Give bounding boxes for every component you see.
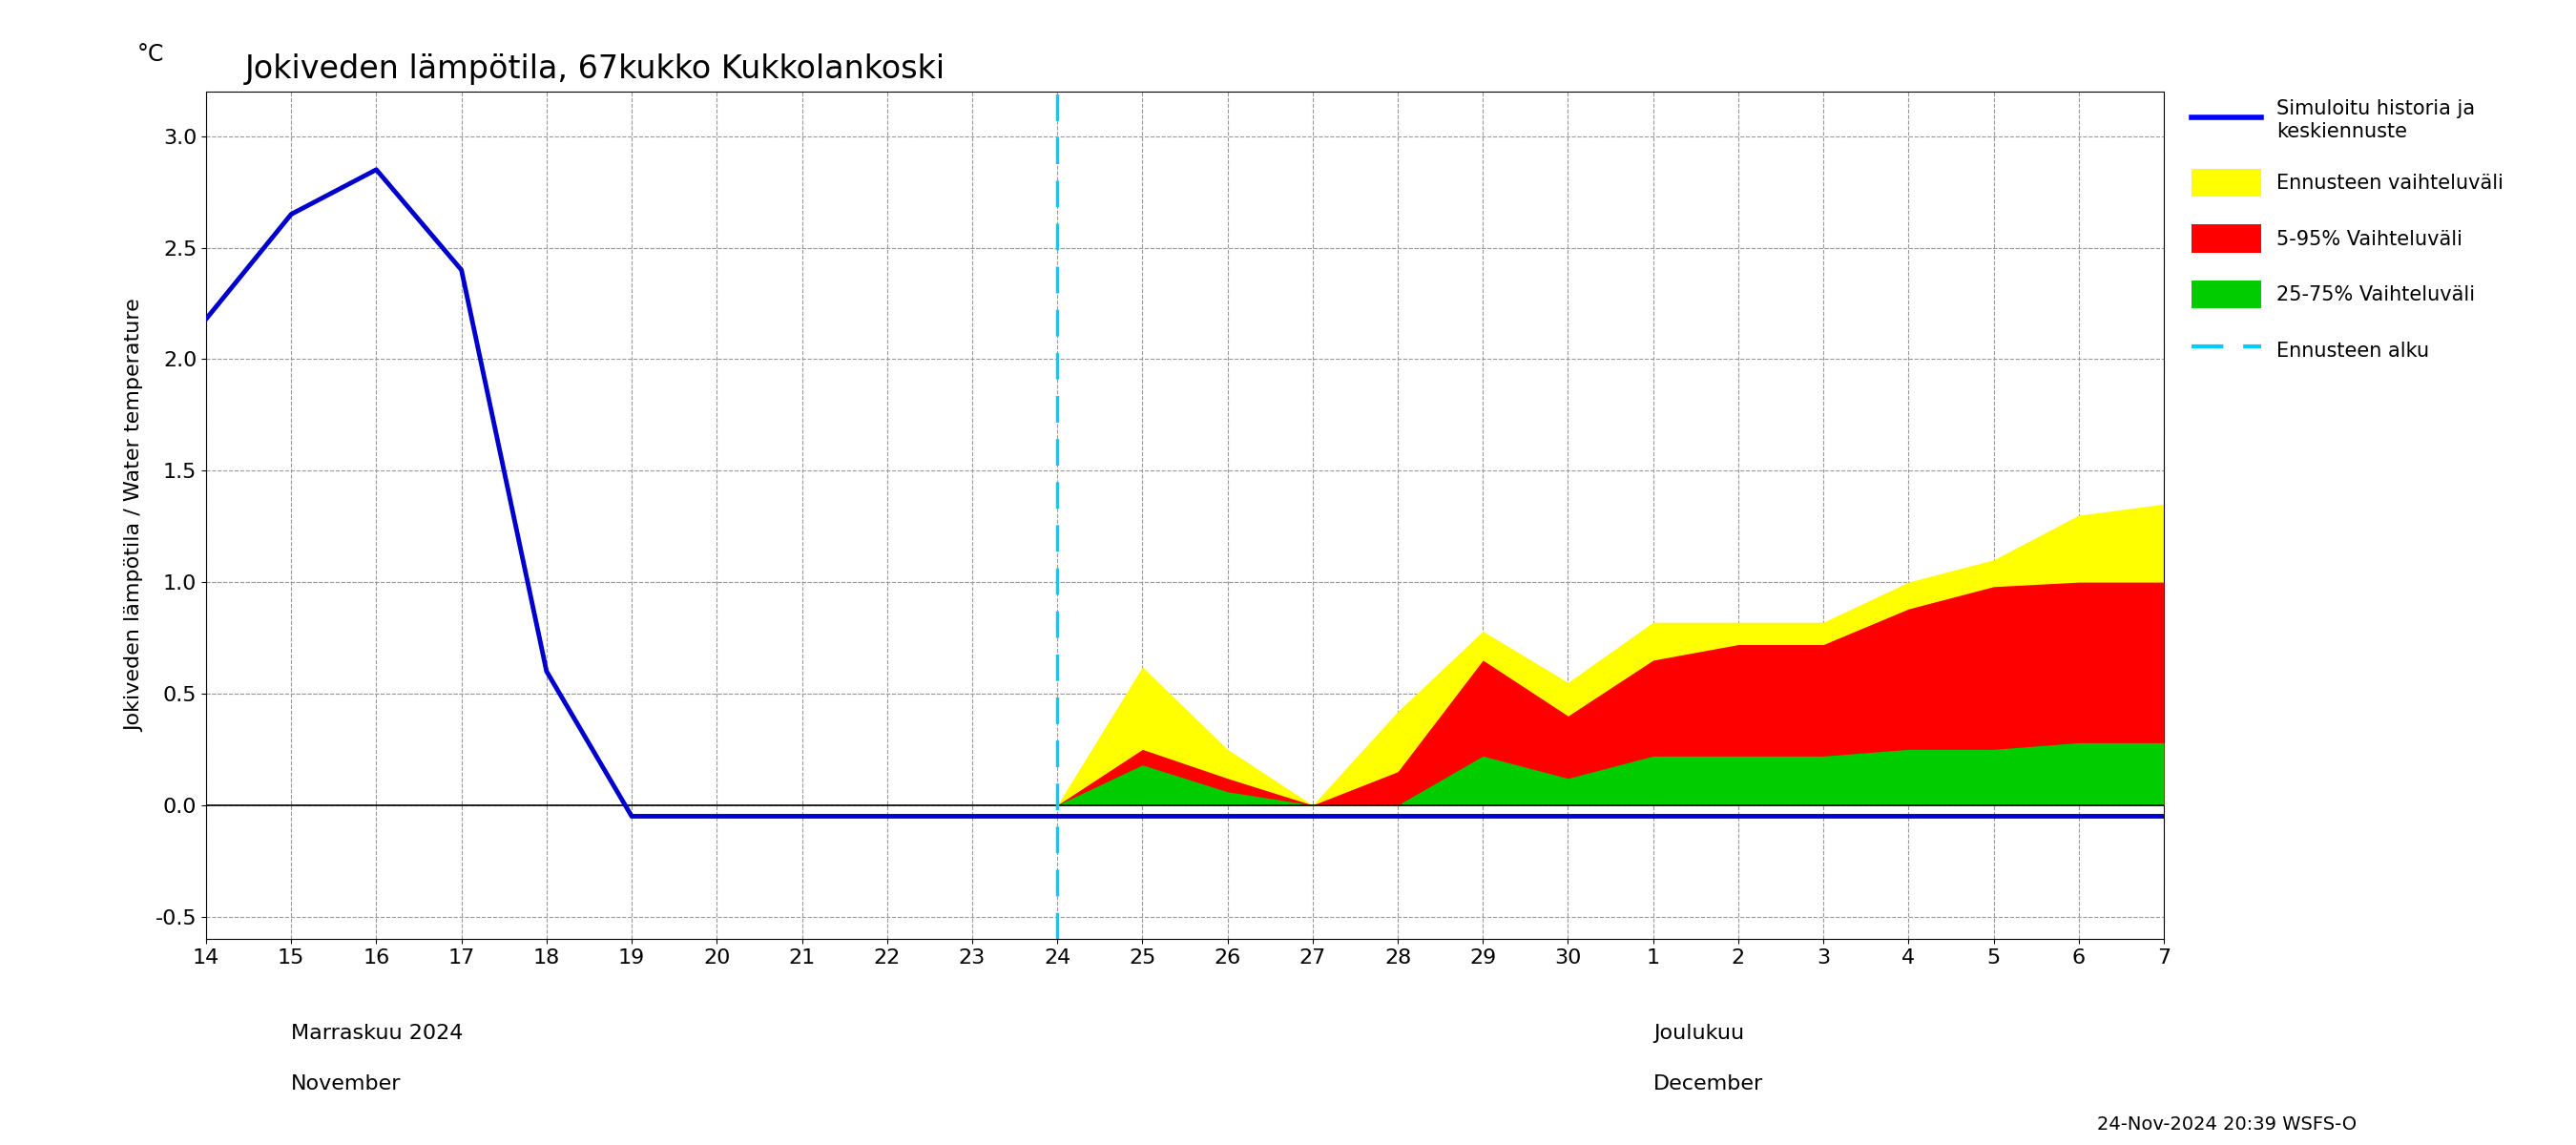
Text: 24-Nov-2024 20:39 WSFS-O: 24-Nov-2024 20:39 WSFS-O xyxy=(2097,1115,2357,1134)
Text: °C: °C xyxy=(137,44,165,66)
Text: November: November xyxy=(291,1074,402,1093)
Y-axis label: Jokiveden lämpötila / Water temperature: Jokiveden lämpötila / Water temperature xyxy=(126,299,144,732)
Text: December: December xyxy=(1654,1074,1762,1093)
Text: Marraskuu 2024: Marraskuu 2024 xyxy=(291,1024,464,1043)
Text: Jokiveden lämpötila, 67kukko Kukkolankoski: Jokiveden lämpötila, 67kukko Kukkolankos… xyxy=(245,54,945,85)
Text: Joulukuu: Joulukuu xyxy=(1654,1024,1744,1043)
Legend: Simuloitu historia ja
keskiennuste, Ennusteen vaihteluväli, 5-95% Vaihteluväli, : Simuloitu historia ja keskiennuste, Ennu… xyxy=(2184,92,2512,372)
